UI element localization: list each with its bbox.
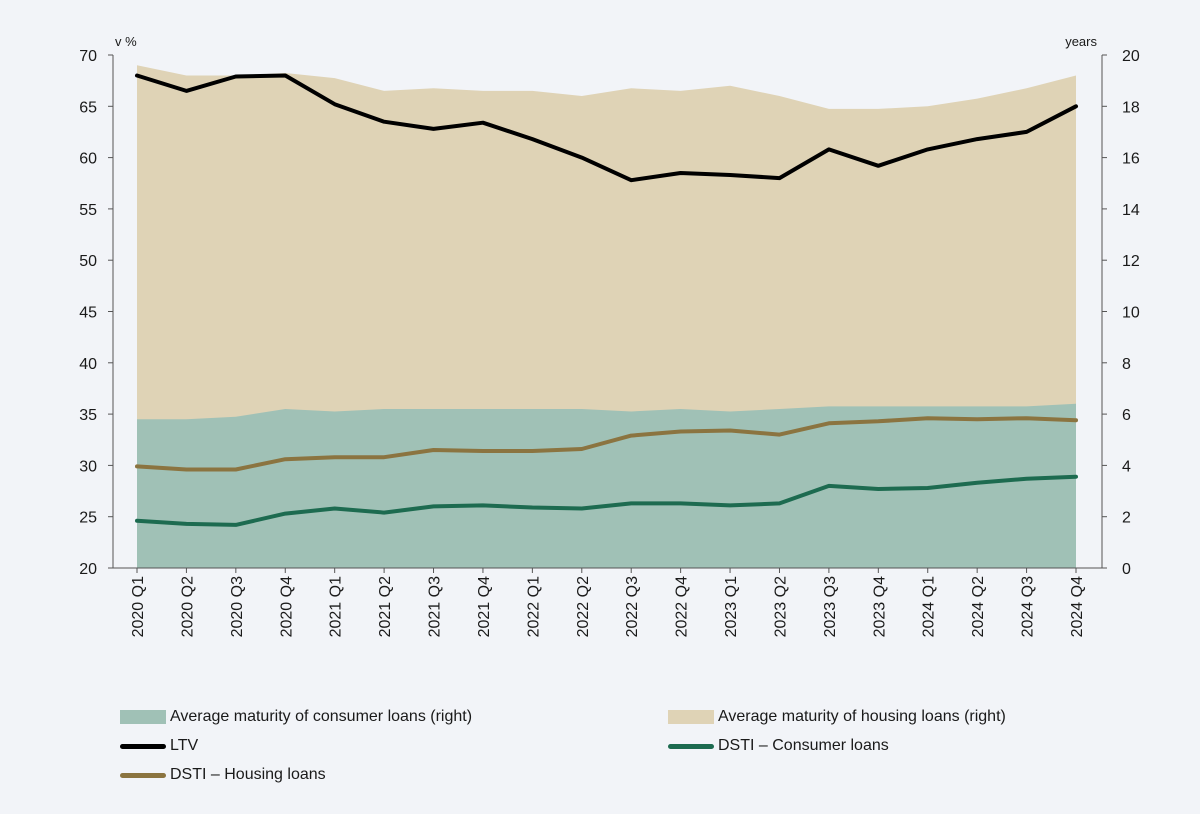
x-tick-label: 2022 Q3 xyxy=(624,576,641,637)
legend-label-dsti-consumer: DSTI – Consumer loans xyxy=(718,737,889,754)
line-dsti-consumer-loans xyxy=(135,474,1078,527)
legend-label-housing-maturity: Average maturity of housing loans (right… xyxy=(718,708,1006,725)
area-average-maturity-of-consumer-loans-right xyxy=(137,403,1076,568)
right-tick-label: 6 xyxy=(1122,407,1131,424)
x-tick-label: 2024 Q3 xyxy=(1020,576,1037,637)
left-tick-label: 55 xyxy=(79,202,97,219)
left-tick-label: 30 xyxy=(79,458,97,475)
line-dsti-housing-loans xyxy=(135,416,1078,472)
left-axis-unit-label: v % xyxy=(115,34,137,49)
right-tick-label: 2 xyxy=(1122,510,1131,527)
x-tick-label: 2023 Q1 xyxy=(723,576,740,637)
right-tick-label: 0 xyxy=(1122,561,1131,578)
x-tick-label: 2024 Q2 xyxy=(970,576,987,637)
legend-swatch-dsti-housing xyxy=(120,772,166,778)
axes: 2025303540455055606570024681012141618202… xyxy=(79,48,1140,637)
right-tick-label: 18 xyxy=(1122,99,1140,116)
right-tick-label: 12 xyxy=(1122,253,1140,270)
x-tick-label: 2024 Q1 xyxy=(921,576,938,637)
right-tick-label: 14 xyxy=(1122,202,1140,219)
left-tick-label: 45 xyxy=(79,305,97,322)
x-tick-label: 2020 Q3 xyxy=(229,576,246,637)
x-tick-label: 2021 Q4 xyxy=(476,576,493,637)
x-tick-label: 2022 Q4 xyxy=(674,576,691,637)
left-tick-label: 50 xyxy=(79,253,97,270)
left-tick-label: 35 xyxy=(79,407,97,424)
x-tick-label: 2021 Q2 xyxy=(377,576,394,637)
x-tick-label: 2022 Q1 xyxy=(525,576,542,637)
legend-label-consumer-maturity: Average maturity of consumer loans (righ… xyxy=(170,708,473,725)
x-tick-label: 2021 Q3 xyxy=(427,576,444,637)
x-tick-label: 2020 Q2 xyxy=(179,576,196,637)
x-tick-label: 2024 Q4 xyxy=(1069,576,1086,637)
legend: Average maturity of consumer loans (righ… xyxy=(0,700,1200,800)
maturity-areas xyxy=(137,65,1076,569)
right-tick-label: 10 xyxy=(1122,305,1140,322)
legend-item-ltv: LTV xyxy=(120,737,198,755)
x-tick-label: 2020 Q4 xyxy=(278,576,295,637)
x-tick-label: 2022 Q2 xyxy=(575,576,592,637)
left-tick-label: 20 xyxy=(79,561,97,578)
x-tick-label: 2023 Q2 xyxy=(772,576,789,637)
legend-swatch-consumer-maturity xyxy=(120,710,166,724)
legend-item-consumer-maturity: Average maturity of consumer loans (righ… xyxy=(120,708,472,726)
left-tick-label: 60 xyxy=(79,151,97,168)
legend-item-dsti-housing: DSTI – Housing loans xyxy=(120,766,326,784)
right-tick-label: 20 xyxy=(1122,48,1140,65)
series-lines xyxy=(135,73,1078,527)
legend-item-dsti-consumer: DSTI – Consumer loans xyxy=(668,737,889,755)
right-tick-label: 16 xyxy=(1122,151,1140,168)
left-tick-label: 65 xyxy=(79,99,97,116)
right-tick-label: 4 xyxy=(1122,458,1131,475)
legend-item-housing-maturity: Average maturity of housing loans (right… xyxy=(668,708,1006,726)
legend-label-ltv: LTV xyxy=(170,737,199,754)
legend-swatch-housing-maturity xyxy=(668,710,714,724)
x-tick-label: 2023 Q3 xyxy=(822,576,839,637)
legend-label-dsti-housing: DSTI – Housing loans xyxy=(170,766,326,783)
combo-chart: 2025303540455055606570024681012141618202… xyxy=(79,34,1140,637)
x-tick-label: 2020 Q1 xyxy=(130,576,147,637)
line-ltv xyxy=(135,73,1078,183)
x-tick-label: 2023 Q4 xyxy=(871,576,888,637)
right-axis-unit-label: years xyxy=(1065,34,1097,49)
legend-swatch-dsti-consumer xyxy=(668,743,714,749)
right-tick-label: 8 xyxy=(1122,356,1131,373)
left-tick-label: 70 xyxy=(79,48,97,65)
left-tick-label: 40 xyxy=(79,356,97,373)
left-tick-label: 25 xyxy=(79,510,97,527)
x-tick-label: 2021 Q1 xyxy=(328,576,345,637)
legend-swatch-ltv xyxy=(120,743,166,749)
